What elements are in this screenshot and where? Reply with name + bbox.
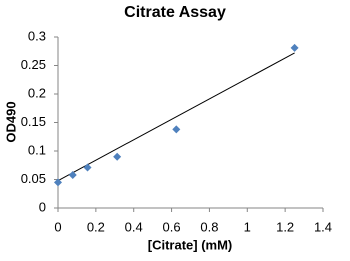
x-axis-title: [Citrate] (mM) xyxy=(148,237,233,252)
y-tick-label: 0.3 xyxy=(28,28,46,43)
x-tick-label: 0.4 xyxy=(125,219,143,234)
x-tick-label: 0 xyxy=(54,219,61,234)
chart-title: Citrate Assay xyxy=(124,4,226,21)
x-tick-label: 1.2 xyxy=(276,219,294,234)
point xyxy=(172,125,181,134)
y-tick-label: 0.2 xyxy=(28,85,46,100)
y-tick-label: 0.1 xyxy=(28,142,46,157)
x-tick-label: 1.4 xyxy=(314,219,332,234)
trendline xyxy=(57,52,295,182)
x-tick-label: 0.2 xyxy=(87,219,105,234)
point xyxy=(54,178,62,187)
y-tick-label: 0 xyxy=(39,199,46,214)
y-tick-label: 0.25 xyxy=(21,57,46,72)
y-tick-label: 0.05 xyxy=(21,171,46,186)
x-tick-label: 0.6 xyxy=(163,219,181,234)
x-tick-label: 1 xyxy=(244,219,251,234)
x-tick-label: 0.8 xyxy=(200,219,218,234)
y-axis-title: OD490 xyxy=(3,101,18,142)
point xyxy=(83,163,92,172)
point xyxy=(113,152,122,161)
y-tick-label: 0.15 xyxy=(21,114,46,129)
point xyxy=(68,170,77,179)
point xyxy=(290,43,299,52)
